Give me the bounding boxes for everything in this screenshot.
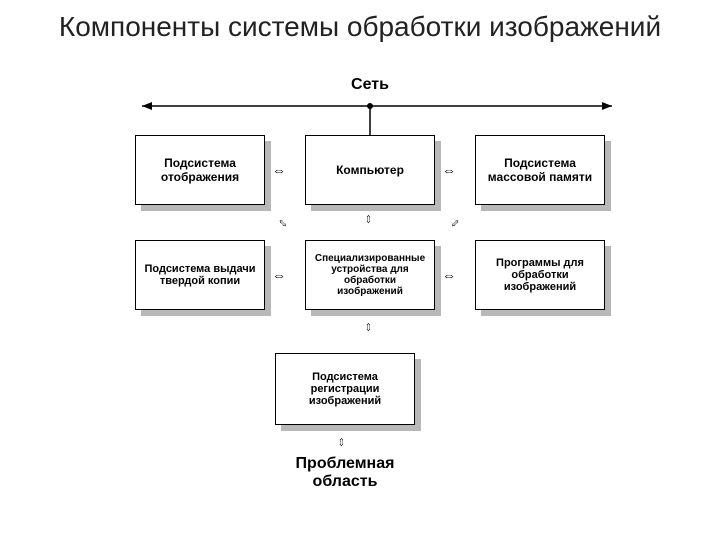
arrow-icon: ⇔ bbox=[272, 162, 286, 178]
node-acquire: Подсистема регистрации изображений bbox=[275, 353, 415, 425]
diagram-canvas: Сеть Подсистема отображения Компьютер По… bbox=[120, 80, 620, 520]
arrow-icon: ⇔ bbox=[443, 211, 464, 232]
node-display: Подсистема отображения bbox=[135, 135, 265, 205]
network-line bbox=[142, 100, 612, 140]
page-title: Компоненты системы обработки изображений bbox=[0, 0, 720, 44]
arrow-icon: ⇔ bbox=[442, 162, 456, 178]
arrow-icon: ⇔ bbox=[362, 212, 378, 226]
arrow-icon: ⇔ bbox=[362, 320, 378, 334]
network-label: Сеть bbox=[345, 76, 395, 94]
arrow-icon: ⇔ bbox=[273, 211, 294, 232]
node-hardware: Специализированные устройства для обрабо… bbox=[305, 240, 435, 310]
node-storage: Подсистема массовой памяти bbox=[475, 135, 605, 205]
node-software: Программы для обработки изображений bbox=[475, 240, 605, 310]
arrow-icon: ⇔ bbox=[335, 435, 351, 449]
node-computer: Компьютер bbox=[305, 135, 435, 205]
node-hardcopy: Подсистема выдачи твердой копии bbox=[135, 240, 265, 310]
domain-label: Проблемная область bbox=[270, 455, 420, 491]
arrow-icon: ⇔ bbox=[272, 267, 286, 283]
arrow-icon: ⇔ bbox=[442, 267, 456, 283]
